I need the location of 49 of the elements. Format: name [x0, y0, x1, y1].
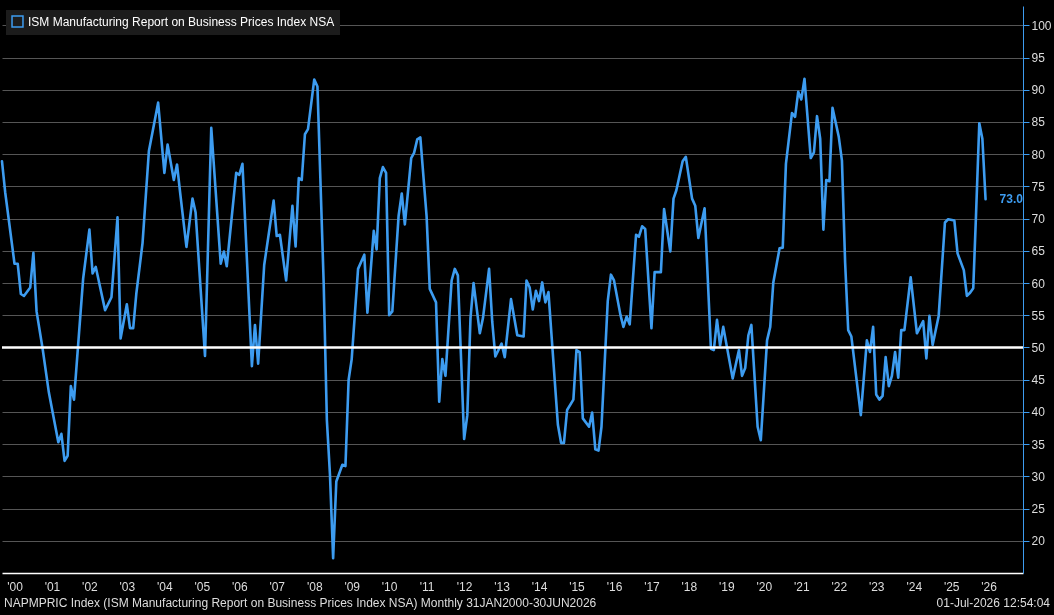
text: NAPMPRIC Index (ISM Manufacturing Report on Business Prices Index NSA) Monthly 31JAN2000-30JUN2026 — [4, 596, 597, 612]
y-tick-label: 90 — [1031, 83, 1046, 98]
x-tick-label: '00 — [7, 579, 24, 594]
x-tick-label: '09 — [344, 579, 361, 594]
x-tick-label: '17 — [644, 579, 661, 594]
y-tick-label: 45 — [1031, 373, 1046, 388]
x-tick-label: '24 — [906, 579, 923, 594]
x-tick-label: '20 — [756, 579, 773, 594]
x-tick-label: '01 — [44, 579, 61, 594]
legend-label: ISM Manufacturing Report on Business Prices Index NSA — [28, 14, 335, 29]
x-tick-label: '06 — [231, 579, 248, 594]
x-tick-label: '14 — [531, 579, 548, 594]
x-tick-label: '04 — [157, 579, 174, 594]
x-tick-label: '13 — [494, 579, 511, 594]
y-tick-label: 40 — [1031, 405, 1046, 420]
line-series — [0, 77, 987, 560]
x-tick-label: '21 — [794, 579, 810, 594]
y-tick-label: 25 — [1031, 502, 1046, 517]
x-tick-label: '08 — [306, 579, 323, 594]
x-tick-label: '23 — [868, 579, 885, 594]
x-tick-label: '18 — [681, 579, 698, 594]
y-tick-label: 70 — [1031, 212, 1046, 227]
y-tick-label: 20 — [1031, 534, 1046, 549]
y-tick-label: 85 — [1031, 115, 1046, 130]
y-tick-label: 75 — [1031, 179, 1046, 194]
x-tick-label: '03 — [119, 579, 136, 594]
x-tick-label: '15 — [569, 579, 586, 594]
x-tick-label: '12 — [456, 579, 473, 594]
x-tick-label: '26 — [981, 579, 998, 594]
y-tick-label: 80 — [1031, 147, 1046, 162]
x-tick-label: '07 — [269, 579, 286, 594]
y-tick-label: 35 — [1031, 437, 1046, 452]
x-tick-label: '11 — [419, 579, 435, 594]
x-tick-label: '16 — [606, 579, 623, 594]
annotation: 73.0 — [999, 192, 1024, 207]
y-tick-label: 100 — [1031, 18, 1052, 33]
y-tick-label: 30 — [1031, 469, 1046, 484]
y-tick-label: 50 — [1031, 340, 1046, 355]
x-tick-label: '19 — [719, 579, 735, 594]
y-tick-label: 65 — [1031, 244, 1046, 259]
y-tick-label: 95 — [1031, 51, 1046, 66]
x-tick-label: '22 — [831, 579, 848, 594]
y-tick-label: 55 — [1031, 308, 1046, 323]
x-tick-label: '02 — [82, 579, 99, 594]
y-tick-label: 60 — [1031, 276, 1046, 291]
x-tick-label: '05 — [194, 579, 211, 594]
x-tick-label: '25 — [943, 579, 960, 594]
text: 01-Jul-2026 12:54:04 — [936, 596, 1050, 612]
x-tick-label: '10 — [381, 579, 398, 594]
